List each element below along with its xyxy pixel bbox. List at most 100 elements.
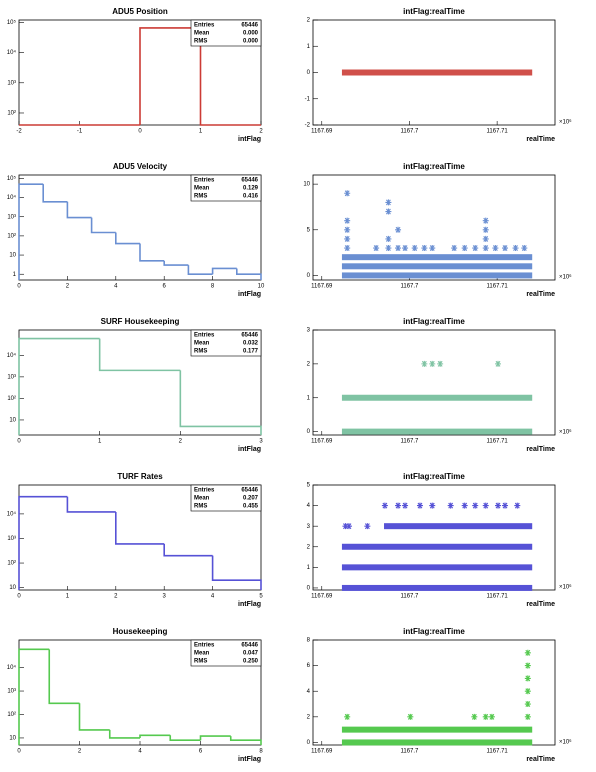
x-axis-label: realTime [526,446,555,453]
x-tick-label: -1 [77,129,83,135]
stats-value: 0.177 [243,349,259,355]
stats-value: 0.000 [243,31,259,37]
x-tick-label: -2 [16,129,22,135]
y-tick-label: 10⁴ [7,352,17,359]
y-tick-label: 2 [307,544,311,550]
point-band [341,272,533,279]
x-tick-label: 6 [163,284,167,290]
stats-label: RMS [194,39,207,45]
y-tick-label: 10⁵ [7,19,17,26]
histogram-bin [78,703,110,731]
x-tick-label: 1167.7 [400,749,419,755]
point [502,245,509,252]
x-tick-label: 8 [211,284,215,290]
y-tick-label: 1 [13,272,17,278]
y-tick-label: 10³ [7,689,16,695]
y-tick-label: 3 [307,328,311,334]
histogram-bin [187,265,213,276]
x-tick-label: 1 [66,594,70,600]
point [482,502,489,509]
point [437,360,444,367]
x-tick-label: 1167.71 [487,749,509,755]
histogram-bin [199,735,231,741]
y-tick-label: 1 [307,395,311,401]
stats-box [190,174,262,202]
histogram-bin [115,232,140,245]
stats-box [190,329,262,357]
x-multiplier: ×10⁶ [559,119,572,126]
y-tick-label: 1 [307,565,311,571]
point [524,649,531,656]
point [429,360,436,367]
pad-title: intFlag:realTime [403,162,465,171]
histogram-bin [98,338,181,372]
y-tick-label: 10 [9,736,16,742]
point [461,502,468,509]
stats-label: Mean [194,496,210,502]
point-band [341,263,533,270]
point [385,199,392,206]
histogram-bin [18,337,100,435]
x-tick-label: 3 [259,439,263,445]
point [407,713,414,720]
point [402,502,409,509]
histogram-bin [163,260,189,266]
point [488,713,495,720]
histogram-bin [115,511,165,545]
stats-value: 0.000 [243,39,259,45]
x-tick-label: 2 [78,749,82,755]
point [373,245,380,252]
stats-label: RMS [194,504,207,510]
y-tick-label: 10⁴ [7,510,17,517]
x-axis-label: intFlag [238,756,261,763]
x-tick-label: 4 [138,749,142,755]
pad-title: SURF Housekeeping [101,317,180,326]
histogram-bin [211,555,262,590]
x-tick-label: 1167.71 [487,129,509,135]
point [524,675,531,682]
point [482,217,489,224]
y-tick-label: 10² [7,396,16,402]
histogram-bin [48,649,80,705]
x-axis-label: intFlag [238,136,261,143]
point [482,235,489,242]
y-tick-label: 6 [307,663,311,669]
point-band [341,428,533,435]
x-tick-label: 5 [259,594,263,600]
y-tick-label: 0 [307,273,311,279]
y-tick-label: 10³ [7,536,16,542]
x-tick-label: 1167.7 [400,594,419,600]
y-tick-label: -2 [305,123,311,129]
stats-value: 0.207 [243,496,259,502]
x-axis-label: realTime [526,136,555,143]
stats-label: Mean [194,31,210,37]
histogram-bin [18,183,44,280]
pad-title: ADU5 Velocity [113,162,168,171]
y-tick-label: 10² [7,561,16,567]
x-tick-label: 0 [17,594,21,600]
stats-value: 0.455 [243,504,259,510]
y-tick-label: 5 [307,483,311,489]
point [411,245,418,252]
stats-label: Entries [194,488,215,494]
x-axis-label: realTime [526,601,555,608]
pad-title: intFlag:realTime [403,627,465,636]
histogram-bin [199,27,261,126]
y-tick-label: 10³ [7,80,16,86]
point [429,245,436,252]
point [344,713,351,720]
pad-title: ADU5 Position [112,7,168,16]
stats-box [190,19,262,47]
x-tick-label: 0 [138,129,142,135]
x-tick-label: 2 [114,594,118,600]
point-band [341,739,533,746]
x-tick-label: 0 [17,749,21,755]
point [472,245,479,252]
point [416,502,423,509]
point [524,662,531,669]
point [385,235,392,242]
pad-title: intFlag:realTime [403,472,465,481]
point-band [341,69,533,76]
stats-value: 65446 [241,643,258,649]
y-tick-label: 0 [307,586,311,592]
